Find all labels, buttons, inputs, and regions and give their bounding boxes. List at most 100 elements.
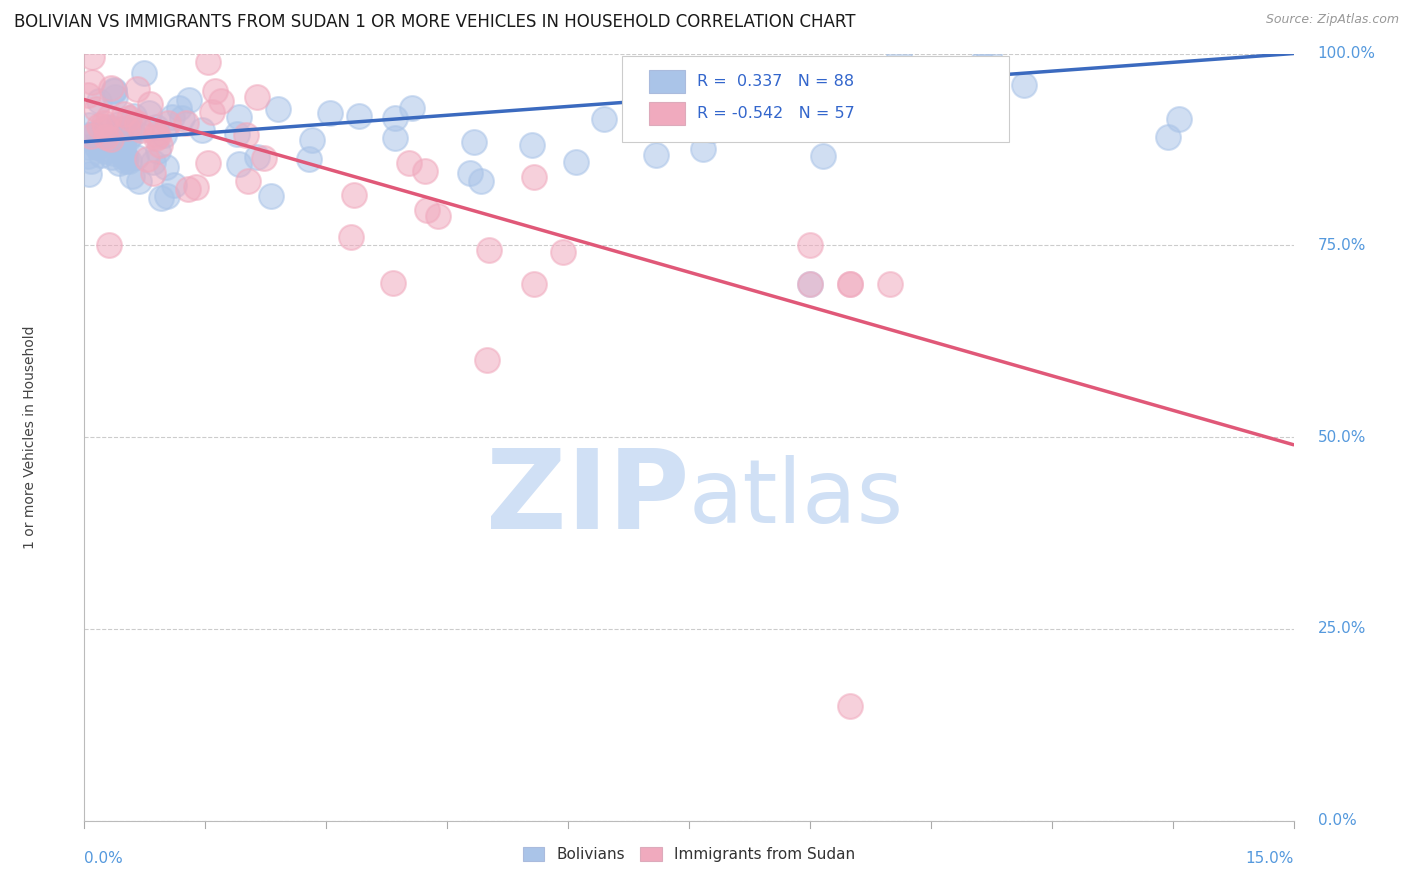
Point	[1167, 112, 1189, 126]
Text: 1 or more Vehicles in Household: 1 or more Vehicles in Household	[22, 326, 37, 549]
Point	[879, 277, 901, 291]
Point	[349, 109, 371, 123]
Point	[108, 121, 131, 136]
Point	[108, 126, 131, 140]
Point	[522, 137, 544, 152]
Point	[112, 136, 135, 150]
Point	[799, 238, 821, 252]
Point	[138, 105, 160, 120]
Point	[96, 120, 118, 135]
Point	[979, 46, 1001, 61]
Point	[384, 131, 406, 145]
Point	[246, 90, 269, 104]
Point	[94, 132, 117, 146]
Point	[298, 153, 321, 167]
Point	[77, 149, 100, 163]
Point	[145, 120, 167, 134]
Point	[97, 120, 120, 134]
Point	[128, 174, 150, 188]
Text: BOLIVIAN VS IMMIGRANTS FROM SUDAN 1 OR MORE VEHICLES IN HOUSEHOLD CORRELATION CH: BOLIVIAN VS IMMIGRANTS FROM SUDAN 1 OR M…	[14, 13, 856, 31]
Point	[799, 277, 821, 291]
Text: ZIP: ZIP	[485, 445, 689, 552]
Point	[811, 149, 834, 163]
FancyBboxPatch shape	[623, 56, 1010, 142]
Point	[155, 161, 177, 175]
Point	[150, 191, 173, 205]
Point	[645, 147, 668, 161]
Point	[692, 142, 714, 156]
Point	[170, 111, 193, 125]
Point	[115, 151, 138, 165]
Point	[118, 154, 141, 169]
Point	[593, 112, 616, 126]
Point	[799, 277, 821, 291]
Point	[184, 180, 207, 194]
Point	[427, 209, 450, 223]
Point	[343, 187, 366, 202]
Point	[228, 157, 250, 171]
Point	[458, 166, 481, 180]
Point	[146, 144, 169, 158]
Point	[197, 55, 219, 70]
Text: 15.0%: 15.0%	[1246, 851, 1294, 866]
Point	[235, 128, 257, 142]
Point	[160, 110, 183, 124]
Text: 100.0%: 100.0%	[1317, 46, 1375, 61]
Point	[127, 116, 149, 130]
Point	[132, 66, 155, 80]
Point	[839, 277, 862, 291]
Point	[82, 75, 104, 89]
Point	[101, 150, 124, 164]
Point	[190, 123, 212, 137]
Point	[319, 106, 342, 120]
Point	[477, 353, 499, 368]
Point	[103, 145, 125, 160]
Point	[260, 189, 283, 203]
Point	[118, 112, 141, 126]
Point	[79, 154, 101, 169]
Point	[97, 238, 120, 252]
Point	[146, 129, 169, 144]
Point	[118, 123, 141, 137]
Text: atlas: atlas	[689, 455, 904, 542]
Point	[401, 101, 423, 115]
Point	[121, 128, 143, 142]
Point	[115, 121, 138, 136]
Point	[142, 165, 165, 179]
Point	[84, 103, 107, 117]
Point	[80, 128, 103, 143]
Point	[110, 143, 132, 157]
Point	[114, 153, 136, 168]
Point	[523, 169, 546, 184]
Point	[77, 167, 100, 181]
Point	[197, 156, 219, 170]
Legend: Bolivians, Immigrants from Sudan: Bolivians, Immigrants from Sudan	[516, 841, 862, 868]
FancyBboxPatch shape	[650, 70, 685, 93]
Point	[103, 83, 125, 97]
Point	[139, 97, 162, 112]
Text: 75.0%: 75.0%	[1317, 238, 1367, 252]
Point	[77, 87, 100, 102]
Point	[93, 144, 115, 158]
Point	[83, 127, 105, 141]
Point	[108, 155, 131, 169]
Point	[477, 243, 499, 257]
Point	[301, 133, 323, 147]
Point	[145, 131, 167, 145]
Point	[463, 135, 485, 149]
Point	[112, 107, 135, 121]
Point	[413, 163, 436, 178]
Point	[103, 84, 125, 98]
Point	[839, 277, 862, 291]
Point	[125, 82, 148, 96]
Point	[901, 63, 924, 78]
Point	[952, 70, 974, 85]
Point	[112, 148, 135, 162]
Text: R = -0.542   N = 57: R = -0.542 N = 57	[697, 106, 855, 120]
Point	[1012, 78, 1035, 93]
Point	[89, 94, 111, 108]
Text: Source: ZipAtlas.com: Source: ZipAtlas.com	[1265, 13, 1399, 27]
Point	[89, 119, 111, 133]
Point	[121, 124, 143, 138]
Point	[93, 116, 115, 130]
